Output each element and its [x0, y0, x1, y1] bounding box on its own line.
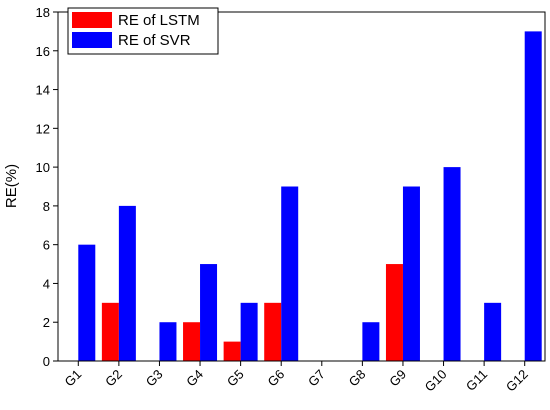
- x-tick-label: G3: [143, 367, 166, 390]
- bar: [484, 302, 502, 361]
- y-tick-label: 18: [36, 5, 50, 20]
- x-tick-label: G9: [386, 367, 409, 390]
- bar: [183, 322, 201, 361]
- x-tick-label: G7: [305, 367, 328, 390]
- y-tick-label: 8: [43, 199, 50, 214]
- plot-frame: [57, 11, 546, 362]
- bar: [402, 186, 420, 361]
- x-tick-label: G1: [62, 367, 85, 390]
- y-tick-label: 4: [43, 276, 50, 291]
- legend-label: RE of LSTM: [118, 12, 200, 29]
- x-tick-label: G5: [224, 367, 247, 390]
- bar: [281, 186, 299, 361]
- bar: [200, 264, 218, 361]
- x-tick-label: G11: [463, 367, 490, 394]
- bar: [443, 167, 461, 361]
- y-tick-label: 6: [43, 238, 50, 253]
- bar: [118, 205, 136, 361]
- legend-label: RE of SVR: [118, 32, 191, 49]
- y-tick-label: 10: [36, 160, 50, 175]
- legend-swatch: [72, 12, 112, 28]
- y-tick-label: 16: [36, 44, 50, 59]
- x-tick-label: G12: [503, 367, 531, 395]
- y-tick-label: 12: [36, 121, 50, 136]
- x-tick-label: G2: [102, 367, 125, 390]
- bar: [223, 341, 241, 361]
- x-tick-label: G6: [264, 367, 287, 390]
- bar: [78, 244, 96, 361]
- y-tick-label: 2: [43, 315, 50, 330]
- bar: [264, 302, 282, 361]
- x-tick-label: G4: [183, 367, 206, 390]
- bar: [385, 264, 403, 361]
- bar: [362, 322, 380, 361]
- y-tick-label: 0: [43, 354, 50, 369]
- x-tick-label: G10: [422, 367, 450, 395]
- bar: [159, 322, 177, 361]
- y-tick-label: 14: [36, 83, 50, 98]
- legend-swatch: [72, 32, 112, 48]
- bar: [101, 302, 119, 361]
- x-tick-label: G8: [346, 367, 369, 390]
- y-axis-label: RE(%): [3, 164, 20, 208]
- bar: [240, 302, 258, 361]
- bar: [524, 31, 542, 362]
